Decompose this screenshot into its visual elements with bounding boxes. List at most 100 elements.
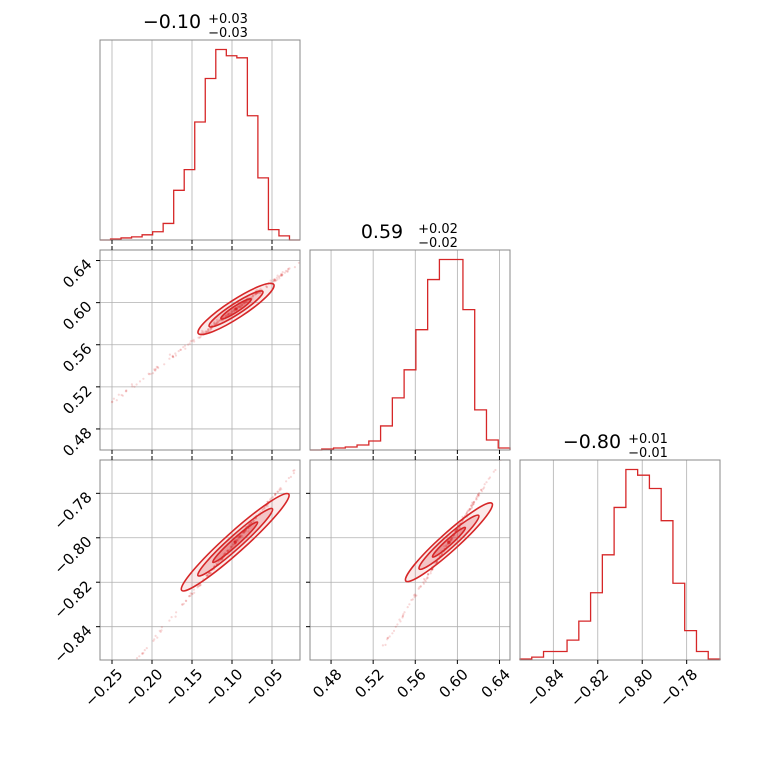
scatter-point: [208, 572, 211, 575]
scatter-point: [446, 543, 449, 546]
scatter-point: [227, 312, 230, 315]
scatter-point: [198, 584, 201, 587]
scatter-point: [413, 596, 416, 599]
scatter-point: [213, 322, 216, 325]
scatter-point: [239, 534, 242, 538]
scatter-point: [255, 292, 258, 295]
scatter-point: [472, 501, 475, 504]
histogram-panel-1: 0.59 +0.02−0.02: [309, 221, 511, 454]
scatter-point: [206, 574, 209, 577]
histogram-step-line: [100, 48, 300, 241]
scatter-point: [252, 295, 255, 298]
scatter-point: [256, 289, 259, 292]
scatter-point: [224, 315, 227, 318]
scatter-point: [335, 719, 337, 721]
scatter-point: [225, 314, 228, 317]
scatter-point: [273, 494, 277, 497]
scatter-point: [205, 574, 208, 577]
scatter-point: [410, 598, 413, 602]
scatter-point: [273, 278, 276, 281]
scatter-point: [445, 544, 448, 547]
scatter-point: [347, 702, 349, 704]
scatter-point: [228, 312, 231, 315]
scatter-point: [183, 344, 187, 347]
scatter-point: [278, 488, 281, 491]
scatter-panel-0-2: [96, 456, 301, 664]
scatter-point: [208, 572, 211, 575]
panel-content: [333, 460, 502, 725]
scatter-point: [279, 486, 282, 490]
scatter-point: [196, 586, 199, 589]
scatter-point: [271, 496, 274, 499]
scatter-point: [207, 573, 210, 576]
histogram-title-plus: +0.02: [418, 222, 458, 237]
scatter-point: [154, 369, 157, 372]
scatter-point: [159, 630, 162, 634]
scatter-point: [450, 537, 453, 540]
scatter-point: [130, 383, 133, 386]
scatter-point: [215, 321, 218, 324]
scatter-point: [280, 273, 283, 276]
scatter-point: [238, 305, 241, 308]
scatter-point: [333, 723, 335, 725]
scatter-point: [284, 269, 288, 272]
scatter-point: [224, 314, 227, 317]
scatter-point: [241, 304, 244, 307]
y-tick-label: 0.60: [59, 298, 95, 334]
scatter-point: [287, 267, 290, 270]
scatter-point: [381, 644, 384, 647]
scatter-point: [246, 300, 249, 304]
scatter-point: [192, 338, 195, 341]
scatter-point: [351, 694, 353, 696]
panel-frame: [99, 459, 301, 661]
scatter-point: [287, 268, 290, 271]
histogram-title-minus: −0.02: [418, 236, 458, 251]
scatter-point: [206, 574, 209, 577]
scatter-point: [273, 279, 276, 282]
scatter-point: [472, 501, 476, 504]
scatter-point: [279, 274, 283, 277]
scatter-point: [429, 572, 432, 575]
scatter-point: [205, 330, 209, 333]
scatter-point: [156, 636, 159, 639]
scatter-point: [480, 488, 483, 492]
scatter-point: [401, 615, 404, 618]
scatter-point: [236, 540, 239, 543]
scatter-point: [443, 545, 446, 548]
scatter-point: [168, 357, 171, 360]
scatter-point: [272, 280, 275, 283]
scatter-point: [237, 537, 240, 540]
scatter-point: [417, 587, 420, 590]
scatter-point: [217, 319, 220, 322]
x-tick-label: 0.60: [436, 665, 472, 701]
scatter-point: [202, 330, 205, 333]
scatter-point: [242, 531, 245, 534]
scatter-point: [179, 348, 182, 351]
scatter-point: [251, 294, 255, 297]
scatter-point: [236, 537, 239, 540]
scatter-point: [259, 287, 262, 290]
scatter-point: [276, 274, 279, 277]
scatter-point: [235, 538, 238, 542]
scatter-point: [352, 693, 354, 695]
scatter-point: [461, 515, 464, 519]
scatter-point: [151, 372, 155, 375]
density-peak-marker: [447, 540, 451, 544]
scatter-point: [207, 328, 210, 331]
scatter-point: [274, 279, 277, 282]
scatter-point: [398, 618, 401, 621]
panel-frame: [99, 39, 301, 241]
scatter-point: [270, 497, 273, 500]
scatter-point: [235, 539, 238, 542]
scatter-point: [387, 636, 390, 640]
scatter-point: [425, 577, 428, 581]
scatter-point: [239, 303, 242, 307]
scatter-point: [272, 278, 275, 281]
scatter-point: [487, 477, 490, 480]
scatter-point: [424, 580, 427, 583]
scatter-point: [238, 306, 241, 309]
scatter-point: [229, 545, 232, 548]
scatter-point: [153, 638, 156, 641]
scatter-point: [445, 545, 448, 548]
